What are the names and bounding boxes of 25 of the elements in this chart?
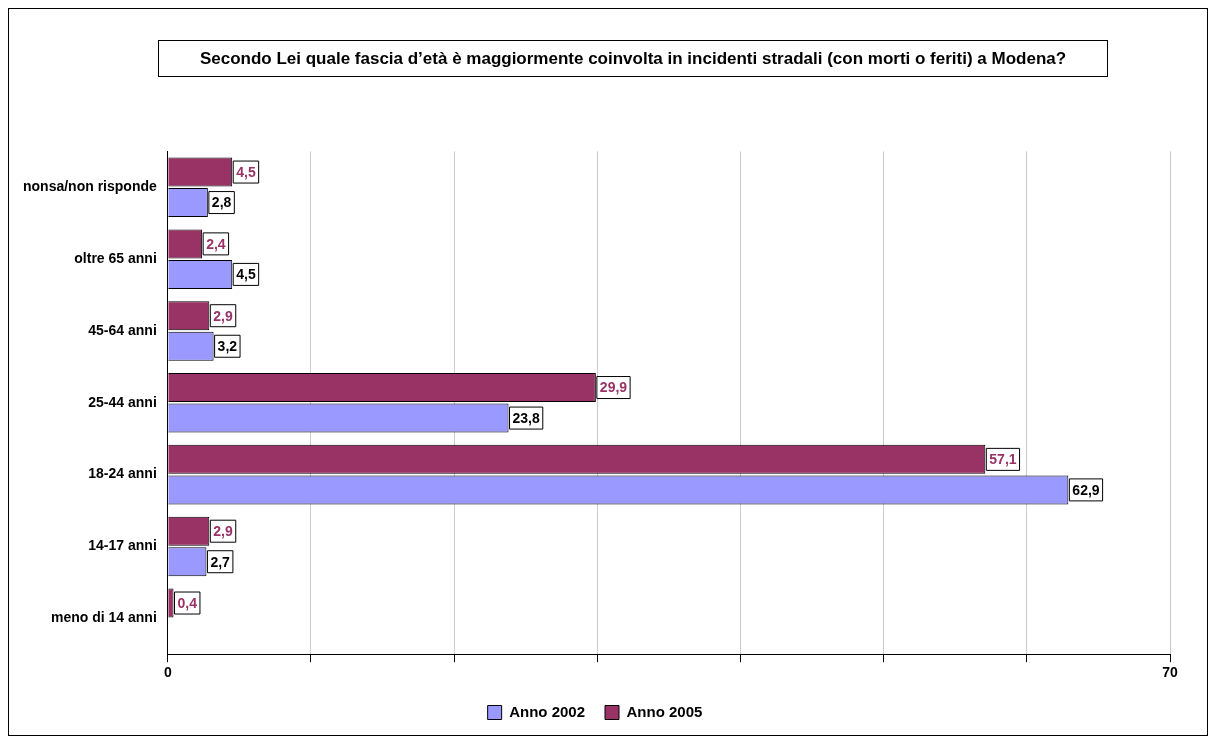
x-tick-label: 70 bbox=[1162, 664, 1178, 681]
legend-label: Anno 2002 bbox=[509, 702, 585, 720]
data-label: 2,9 bbox=[213, 523, 233, 540]
data-label: 23,8 bbox=[512, 409, 540, 426]
data-label: 3,2 bbox=[217, 338, 238, 355]
data-label: 0,4 bbox=[177, 594, 198, 611]
x-tick-label: 0 bbox=[163, 664, 172, 681]
data-label: 2,7 bbox=[210, 553, 231, 570]
data-label: 2,9 bbox=[213, 307, 233, 324]
y-tick-label: 25-44 anni bbox=[88, 393, 157, 410]
data-label: 29,9 bbox=[599, 379, 628, 396]
y-tick-label: nonsa/non risponde bbox=[23, 178, 157, 195]
y-tick-label: oltre 65 anni bbox=[74, 250, 157, 266]
y-tick-label: meno di 14 anni bbox=[50, 609, 157, 626]
legend-label: Anno 2005 bbox=[626, 702, 703, 720]
y-tick-label: 14-17 anni bbox=[88, 537, 157, 554]
chart-title: Secondo Lei quale fascia d’età è maggiormente coinvolta in incidenti stradali (con morti o feriti) a Modena? bbox=[158, 40, 1108, 77]
data-label: 4,5 bbox=[236, 266, 256, 283]
data-label: 62,9 bbox=[1072, 481, 1100, 498]
data-label: 2,4 bbox=[206, 235, 226, 252]
data-label: 4,5 bbox=[236, 163, 256, 180]
data-label: 57,1 bbox=[989, 451, 1017, 468]
data-label: 2,8 bbox=[211, 194, 232, 211]
y-tick-label: 18-24 anni bbox=[88, 465, 157, 482]
y-tick-label: 45-64 anni bbox=[88, 321, 157, 338]
